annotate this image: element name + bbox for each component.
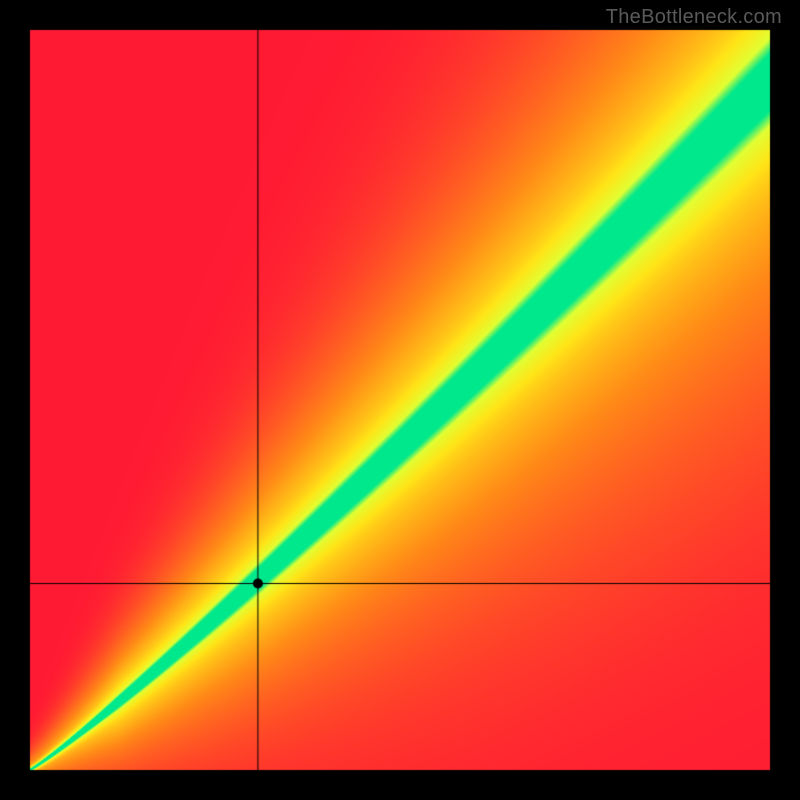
bottleneck-heatmap: [0, 0, 800, 800]
chart-container: TheBottleneck.com: [0, 0, 800, 800]
watermark-text: TheBottleneck.com: [606, 6, 782, 29]
